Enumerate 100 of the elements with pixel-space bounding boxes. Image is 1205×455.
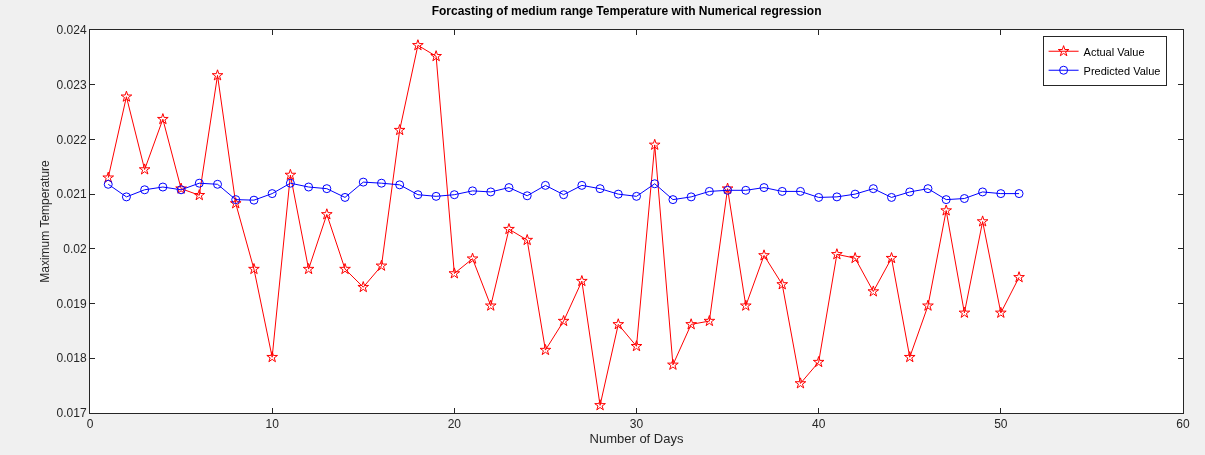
x-tick-label: 10 — [265, 417, 280, 432]
point — [976, 215, 989, 227]
x-tick-label: 50 — [994, 417, 1008, 432]
point — [504, 183, 514, 193]
legend-label: Predicted Value — [1083, 64, 1161, 77]
point — [267, 189, 277, 199]
point — [577, 180, 587, 190]
point — [138, 163, 151, 175]
x-tick-label: 60 — [1176, 417, 1190, 432]
y-tick-label: 0.024 — [56, 23, 87, 38]
x-tick-label: 20 — [447, 417, 462, 432]
point — [320, 208, 333, 220]
point — [686, 192, 696, 202]
point — [776, 278, 789, 290]
point — [613, 189, 623, 199]
point — [595, 184, 605, 194]
point — [102, 171, 115, 183]
point — [540, 180, 550, 190]
y-tick-label: 0.018 — [56, 351, 87, 366]
point — [339, 263, 351, 275]
point — [812, 356, 825, 368]
point — [1014, 189, 1024, 199]
x-tick-label: 40 — [811, 417, 826, 432]
point — [650, 179, 660, 189]
point — [777, 186, 787, 196]
point — [940, 204, 953, 216]
point — [213, 179, 223, 189]
point — [648, 138, 661, 150]
point — [140, 185, 150, 195]
point — [978, 187, 988, 197]
point — [466, 252, 479, 264]
point — [667, 358, 679, 370]
y-axis-title: Maximum Temperature — [37, 159, 52, 283]
point — [522, 191, 532, 201]
y-tick-label: 0.021 — [56, 187, 87, 202]
chart-title: Forcasting of medium range Temperature with Numerical regression — [431, 4, 822, 19]
point — [958, 306, 971, 318]
point — [559, 190, 569, 200]
point — [194, 178, 204, 188]
point — [249, 195, 259, 205]
point — [868, 184, 878, 194]
point — [995, 306, 1007, 318]
point — [905, 187, 915, 197]
point — [358, 177, 368, 187]
point — [103, 179, 113, 189]
x-axis-title: Number of Days — [589, 431, 684, 447]
point — [612, 318, 625, 330]
y-tick-label: 0.023 — [56, 77, 87, 92]
point — [393, 124, 406, 136]
point — [630, 340, 643, 352]
point — [229, 197, 242, 209]
point — [120, 90, 133, 102]
point — [431, 191, 441, 201]
point — [1013, 271, 1025, 283]
point — [741, 185, 751, 195]
point — [266, 351, 278, 363]
point — [703, 314, 716, 327]
point — [867, 285, 880, 297]
point — [996, 189, 1006, 199]
point — [521, 234, 534, 246]
legend-label: Actual Value — [1083, 45, 1145, 58]
point — [704, 186, 714, 196]
point — [668, 195, 678, 205]
point — [795, 186, 805, 196]
point — [557, 314, 570, 327]
point — [193, 189, 206, 201]
point — [484, 299, 497, 311]
point — [448, 267, 461, 279]
point — [430, 50, 442, 62]
point — [903, 351, 916, 363]
point — [887, 192, 897, 202]
point — [157, 113, 169, 125]
point — [412, 39, 424, 51]
point — [211, 69, 224, 81]
point — [449, 190, 459, 200]
point — [922, 299, 934, 311]
point — [850, 189, 860, 199]
point — [831, 248, 843, 260]
y-tick-label: 0.019 — [56, 296, 87, 311]
point — [413, 190, 423, 200]
point — [959, 194, 969, 204]
point — [832, 192, 842, 202]
point — [158, 182, 168, 192]
point — [395, 180, 405, 190]
point — [231, 195, 241, 205]
point — [376, 178, 386, 188]
point — [375, 259, 388, 271]
point — [468, 186, 478, 196]
point — [285, 178, 295, 188]
y-tick-label: 0.02 — [63, 242, 87, 257]
point — [685, 318, 697, 330]
point — [758, 249, 770, 261]
point — [794, 377, 807, 389]
point — [340, 192, 350, 202]
point — [923, 184, 933, 194]
point — [322, 184, 332, 194]
point — [248, 263, 260, 275]
x-tick-label: 30 — [629, 417, 644, 432]
point — [814, 192, 824, 202]
point — [304, 182, 314, 192]
